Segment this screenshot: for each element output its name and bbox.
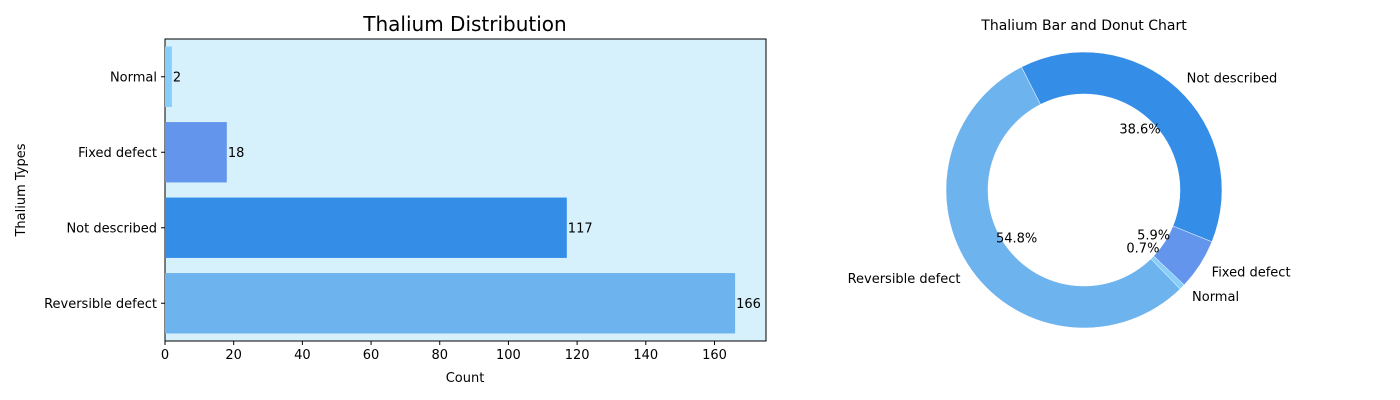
x-tick-label: 140	[633, 348, 658, 363]
donut-category-label: Not described	[1187, 72, 1278, 87]
y-axis-label: Thalium Types	[14, 143, 29, 237]
donut-percent-label: 5.9%	[1137, 228, 1170, 243]
donut-wedge	[945, 66, 1181, 329]
donut-wedge	[1153, 225, 1213, 286]
donut-category-label: Reversible defect	[848, 272, 961, 287]
x-tick-label: 60	[363, 348, 380, 363]
x-tick-label: 0	[161, 348, 169, 363]
x-tick-label: 80	[431, 348, 448, 363]
bar-value-label: 2	[173, 70, 181, 85]
bar-value-label: 166	[736, 297, 761, 312]
bar-chart-title: Thalium Distribution	[362, 12, 566, 36]
y-tick-label: Not described	[66, 221, 157, 236]
y-tick-label: Reversible defect	[44, 297, 157, 312]
donut-percent-label: 54.8%	[996, 232, 1037, 247]
y-tick-label: Fixed defect	[78, 146, 157, 161]
bar	[165, 122, 227, 183]
bar-chart: Thalium Distribution 2 18 117 166 Normal Fix…	[14, 12, 767, 386]
bar	[165, 197, 567, 258]
bar	[165, 46, 172, 107]
donut-category-label: Fixed defect	[1212, 266, 1291, 281]
x-tick-label: 20	[225, 348, 242, 363]
donut-wedge	[1021, 51, 1223, 243]
bar-value-label: 117	[568, 221, 593, 236]
x-axis-label: Count	[446, 371, 485, 386]
x-tick-label: 160	[702, 348, 727, 363]
donut-percent-label: 0.7%	[1126, 242, 1159, 257]
x-tick-label: 40	[294, 348, 311, 363]
donut-percent-label: 38.6%	[1119, 123, 1160, 138]
bar-value-label: 18	[228, 146, 245, 161]
x-tick-label: 100	[496, 348, 521, 363]
x-tick-label: 120	[565, 348, 590, 363]
bar	[165, 273, 736, 334]
donut-chart: Thalium Bar and Donut Chart Not describe…	[848, 18, 1291, 329]
y-tick-label: Normal	[110, 70, 157, 85]
donut-category-label: Normal	[1192, 290, 1239, 305]
donut-chart-title: Thalium Bar and Donut Chart	[980, 18, 1187, 34]
